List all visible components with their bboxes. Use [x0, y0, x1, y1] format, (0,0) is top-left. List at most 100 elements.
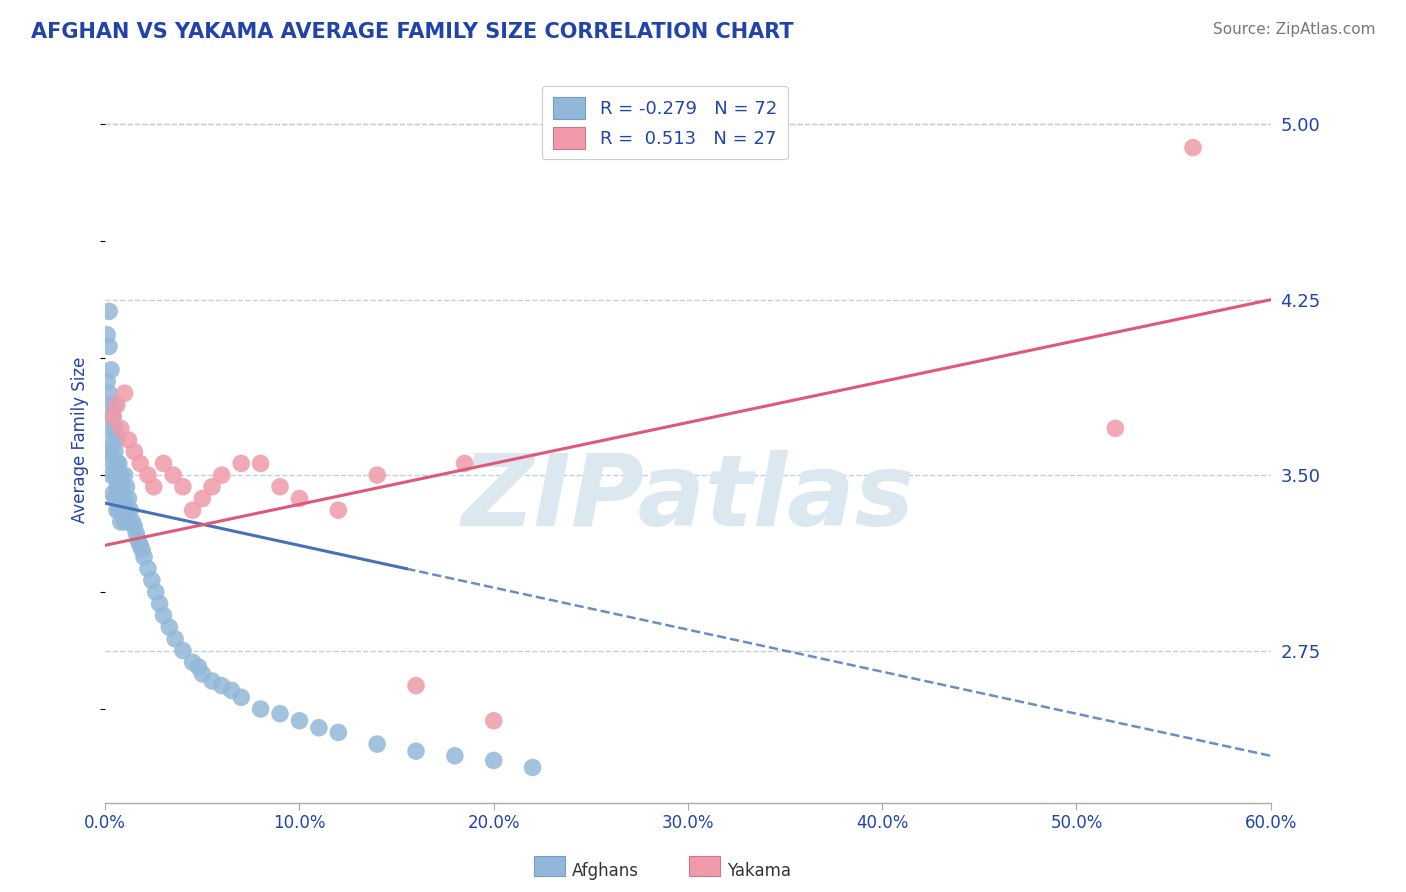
Point: [142, 480, 165, 494]
Point: [114, 515, 136, 529]
Point: [157, 620, 180, 634]
Point: [111, 480, 134, 494]
Point: [141, 574, 163, 588]
Point: [110, 515, 132, 529]
Point: [100, 444, 122, 458]
Point: [114, 491, 136, 506]
Point: [328, 725, 350, 739]
Point: [120, 503, 142, 517]
Point: [149, 597, 172, 611]
Point: [100, 398, 122, 412]
Point: [101, 409, 124, 424]
Point: [211, 468, 233, 483]
Point: [98, 304, 121, 318]
Point: [231, 690, 253, 705]
Point: [111, 503, 134, 517]
Point: [366, 737, 388, 751]
Point: [136, 562, 159, 576]
Point: [110, 421, 132, 435]
Point: [181, 655, 204, 669]
Point: [101, 433, 124, 447]
Point: [104, 444, 127, 458]
Point: [108, 457, 131, 471]
Point: [453, 457, 475, 471]
Point: [172, 643, 194, 657]
Y-axis label: Average Family Size: Average Family Size: [72, 357, 89, 524]
Point: [1182, 140, 1205, 154]
Text: Yakama: Yakama: [727, 863, 792, 880]
Point: [125, 526, 148, 541]
Point: [117, 433, 139, 447]
Text: AFGHAN VS YAKAMA AVERAGE FAMILY SIZE CORRELATION CHART: AFGHAN VS YAKAMA AVERAGE FAMILY SIZE COR…: [31, 22, 793, 42]
Point: [104, 421, 127, 435]
Point: [162, 468, 184, 483]
Point: [117, 491, 139, 506]
Point: [187, 660, 209, 674]
Point: [101, 409, 124, 424]
Point: [288, 491, 311, 506]
Point: [211, 679, 233, 693]
Text: Source: ZipAtlas.com: Source: ZipAtlas.com: [1212, 22, 1375, 37]
Point: [165, 632, 187, 646]
Point: [98, 339, 121, 353]
Legend: R = -0.279   N = 72, R =  0.513   N = 27: R = -0.279 N = 72, R = 0.513 N = 27: [541, 87, 787, 160]
Point: [101, 457, 124, 471]
Point: [105, 457, 128, 471]
Point: [129, 457, 152, 471]
Point: [114, 468, 136, 483]
Point: [308, 721, 330, 735]
Point: [115, 480, 138, 494]
Point: [269, 480, 291, 494]
Point: [121, 515, 143, 529]
Point: [110, 468, 132, 483]
Point: [131, 543, 153, 558]
Point: [100, 468, 122, 483]
Point: [96, 375, 118, 389]
Point: [191, 667, 214, 681]
Point: [191, 491, 214, 506]
Point: [98, 444, 121, 458]
Point: [132, 549, 155, 564]
Point: [136, 468, 159, 483]
Point: [117, 515, 139, 529]
Point: [114, 386, 136, 401]
Point: [115, 503, 138, 517]
Point: [366, 468, 388, 483]
Point: [152, 457, 174, 471]
Point: [105, 480, 128, 494]
Point: [221, 683, 243, 698]
Point: [231, 457, 253, 471]
Point: [201, 480, 224, 494]
Point: [124, 444, 146, 458]
Point: [105, 433, 128, 447]
Point: [105, 503, 128, 517]
Point: [105, 398, 128, 412]
Point: [405, 679, 427, 693]
Point: [201, 673, 224, 688]
Point: [110, 491, 132, 506]
Point: [152, 608, 174, 623]
Point: [98, 386, 121, 401]
Point: [482, 754, 505, 768]
Point: [269, 706, 291, 721]
Point: [405, 744, 427, 758]
Point: [129, 538, 152, 552]
Point: [444, 748, 467, 763]
Point: [101, 487, 124, 501]
Text: Afghans: Afghans: [572, 863, 640, 880]
Point: [104, 491, 127, 506]
Point: [108, 503, 131, 517]
Text: ZIPatlas: ZIPatlas: [461, 450, 914, 547]
Point: [104, 468, 127, 483]
Point: [249, 702, 271, 716]
Point: [108, 480, 131, 494]
Point: [145, 585, 167, 599]
Point: [522, 760, 544, 774]
Point: [127, 533, 149, 548]
Point: [100, 421, 122, 435]
Point: [288, 714, 311, 728]
Point: [124, 519, 146, 533]
Point: [249, 457, 271, 471]
Point: [172, 480, 194, 494]
Point: [181, 503, 204, 517]
